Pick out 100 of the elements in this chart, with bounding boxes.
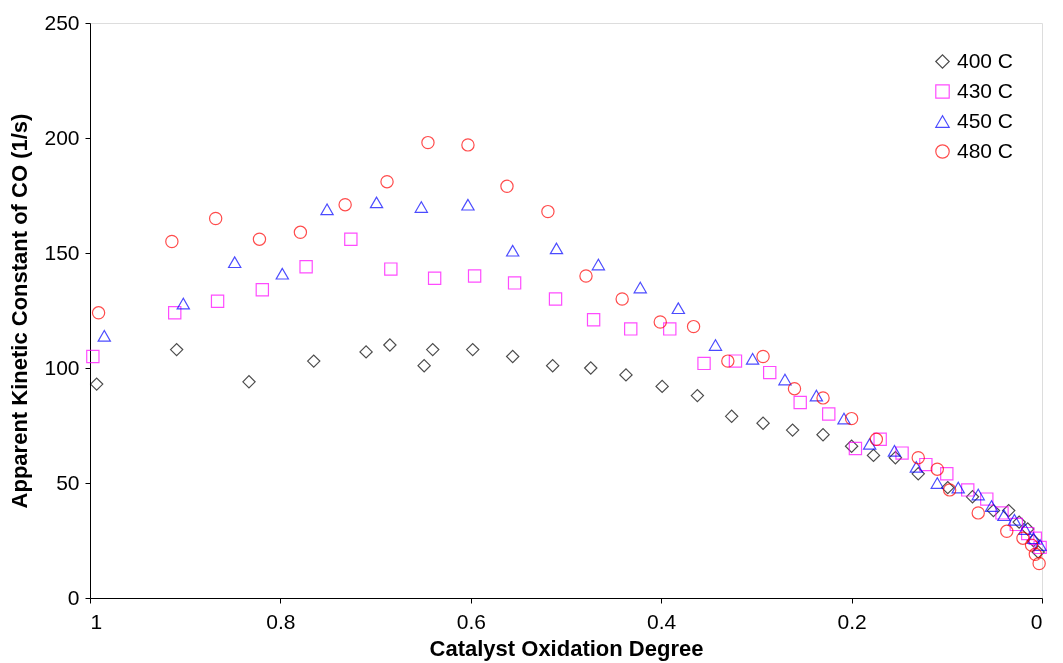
point <box>624 322 638 336</box>
point <box>548 292 563 306</box>
x-tick-label: 0.4 <box>647 609 677 633</box>
point <box>507 276 522 290</box>
point <box>986 503 1001 518</box>
point <box>971 488 985 501</box>
point <box>1033 539 1047 551</box>
point <box>1032 556 1046 571</box>
point <box>980 492 994 506</box>
point <box>89 377 104 391</box>
point <box>778 373 792 386</box>
x-axis-title: Catalyst Oxidation Degree <box>429 635 704 661</box>
point <box>417 358 431 373</box>
point <box>461 198 475 211</box>
point <box>763 365 777 380</box>
point <box>591 258 606 271</box>
point <box>1033 540 1047 555</box>
point <box>869 432 884 447</box>
point <box>756 416 770 430</box>
point <box>909 461 924 473</box>
point <box>359 345 373 359</box>
point <box>369 196 384 209</box>
x-tick-label: 1 <box>90 609 103 633</box>
x-tick-label: 0.6 <box>456 609 486 633</box>
point <box>844 411 859 426</box>
point <box>165 234 179 249</box>
point <box>866 448 881 463</box>
point <box>1007 513 1022 526</box>
point <box>586 312 601 327</box>
point <box>242 375 256 389</box>
point <box>1024 538 1039 552</box>
legend-label: 430 C <box>957 78 1014 102</box>
x-tick-label: 0 <box>1030 609 1043 633</box>
point <box>227 256 242 269</box>
point <box>888 450 903 465</box>
point <box>579 269 593 283</box>
x-tick-label: 0.2 <box>837 609 867 633</box>
point <box>745 352 760 365</box>
point <box>816 391 830 405</box>
x-tick-label: 0.8 <box>266 609 296 633</box>
point <box>97 329 111 342</box>
point <box>653 315 667 329</box>
point <box>911 450 925 465</box>
point <box>380 174 394 189</box>
point <box>785 423 800 437</box>
point <box>505 244 520 257</box>
y-tick-label: 200 <box>44 125 80 149</box>
point <box>984 500 999 512</box>
point <box>1021 526 1035 541</box>
point <box>255 283 270 297</box>
point <box>862 438 877 450</box>
point <box>686 319 701 334</box>
point <box>887 444 902 457</box>
point <box>633 281 647 294</box>
point <box>930 462 944 476</box>
point <box>961 483 975 497</box>
y-tick-label: 250 <box>44 10 80 34</box>
point <box>293 225 308 240</box>
point <box>467 269 482 283</box>
point <box>671 302 686 315</box>
point <box>844 439 859 453</box>
point <box>930 477 944 489</box>
point <box>787 381 802 396</box>
point <box>344 232 358 246</box>
point <box>500 179 514 194</box>
point <box>1000 524 1014 539</box>
point <box>816 427 830 442</box>
point <box>505 349 520 364</box>
point <box>299 260 313 274</box>
point <box>848 441 863 456</box>
point <box>208 211 223 226</box>
point <box>655 379 669 394</box>
point <box>965 490 980 504</box>
y-tick-label: 0 <box>67 585 80 609</box>
point <box>809 389 824 402</box>
point <box>169 342 184 357</box>
point <box>384 262 398 276</box>
point <box>756 349 770 364</box>
point <box>210 294 225 309</box>
legend-label: 450 C <box>957 108 1014 132</box>
legend-label: 400 C <box>957 48 1014 72</box>
point <box>383 338 397 352</box>
point <box>728 354 743 368</box>
point <box>721 354 735 368</box>
point <box>919 457 933 472</box>
point <box>545 358 560 373</box>
point <box>619 368 633 382</box>
point <box>307 354 321 368</box>
point <box>697 356 711 371</box>
point <box>426 342 440 357</box>
point <box>252 232 267 246</box>
y-tick-label: 150 <box>44 240 80 264</box>
point <box>911 467 925 481</box>
point <box>414 201 429 213</box>
point <box>724 409 739 424</box>
point <box>338 197 352 212</box>
point <box>940 467 954 481</box>
point <box>320 203 334 216</box>
point <box>1001 503 1016 518</box>
point <box>421 135 435 150</box>
